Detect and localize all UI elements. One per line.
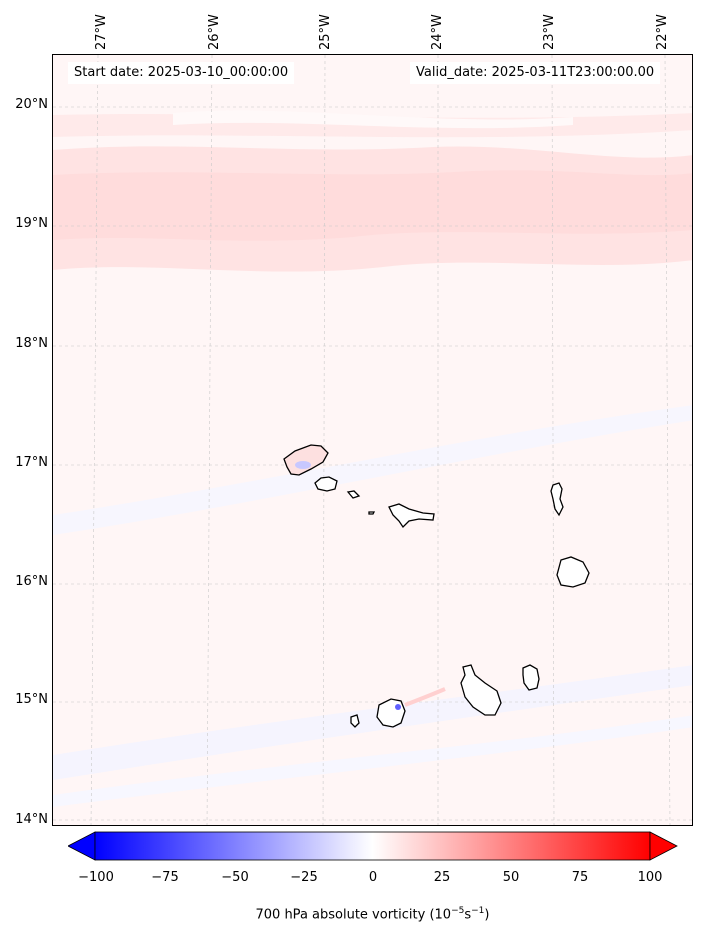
colorbar-tick-neg25: −25 xyxy=(290,870,318,885)
vorticity-streak-white xyxy=(173,110,573,129)
lat-label-14n: 14°N xyxy=(15,812,48,827)
island-sal xyxy=(550,482,564,517)
negative-band-2 xyxy=(53,665,692,780)
island-santo-antao-blue-patch xyxy=(295,461,311,469)
lat-label-16n: 16°N xyxy=(15,574,48,589)
gridlines xyxy=(53,55,692,825)
lon-label-23w: 23°W xyxy=(542,14,557,50)
island-maio xyxy=(522,664,540,691)
colorbar-tick-50: 50 xyxy=(502,870,520,885)
island-brava xyxy=(350,714,360,728)
island-branco xyxy=(368,511,376,515)
colorbar-tick-25: 25 xyxy=(433,870,451,885)
island-boa-vista xyxy=(556,556,590,588)
colorbar-tick-100: 100 xyxy=(637,870,663,885)
lat-label-19n: 19°N xyxy=(15,216,48,231)
island-santo-antao xyxy=(283,444,329,476)
start-date-label: Start date: 2025-03-10_00:00:00 xyxy=(68,62,295,84)
island-sao-vicente xyxy=(314,476,338,492)
colorbar-extend-high xyxy=(649,831,678,861)
lat-label-18n: 18°N xyxy=(15,336,48,351)
lon-label-25w: 25°W xyxy=(318,14,333,50)
lat-label-15n: 15°N xyxy=(15,692,48,707)
island-fogo xyxy=(376,698,406,728)
valid-date-label: Valid_date: 2025-03-11T23:00:00.00 xyxy=(410,62,661,84)
island-santiago xyxy=(460,664,502,716)
lat-label-17n: 17°N xyxy=(15,455,48,470)
colorbar-label: 700 hPa absolute vorticity (10−5s−1) xyxy=(255,906,490,923)
colorbar-gradient xyxy=(94,831,651,861)
colorbar-tick-75: 75 xyxy=(571,870,589,885)
colorbar-tick-neg100: −100 xyxy=(78,870,114,885)
island-santa-luzia xyxy=(346,490,361,499)
colorbar xyxy=(68,831,678,861)
colorbar-tick-0: 0 xyxy=(368,870,378,885)
vorticity-map xyxy=(53,55,692,825)
colorbar-tick-neg50: −50 xyxy=(221,870,249,885)
lon-label-22w: 22°W xyxy=(655,14,670,50)
lon-label-26w: 26°W xyxy=(207,14,222,50)
fogo-wake xyxy=(404,687,446,707)
lon-label-27w: 27°W xyxy=(94,14,109,50)
map-panel xyxy=(52,54,693,826)
colorbar-tick-neg75: −75 xyxy=(151,870,179,885)
negative-band-1 xyxy=(53,405,692,535)
negative-band-3 xyxy=(53,715,692,807)
colorbar-extend-low xyxy=(68,831,96,861)
lon-label-24w: 24°W xyxy=(430,14,445,50)
vorticity-band-core xyxy=(53,170,692,241)
island-sao-nicolau xyxy=(388,503,435,529)
fogo-vorticity-patch xyxy=(395,704,401,710)
lat-label-20n: 20°N xyxy=(15,97,48,112)
